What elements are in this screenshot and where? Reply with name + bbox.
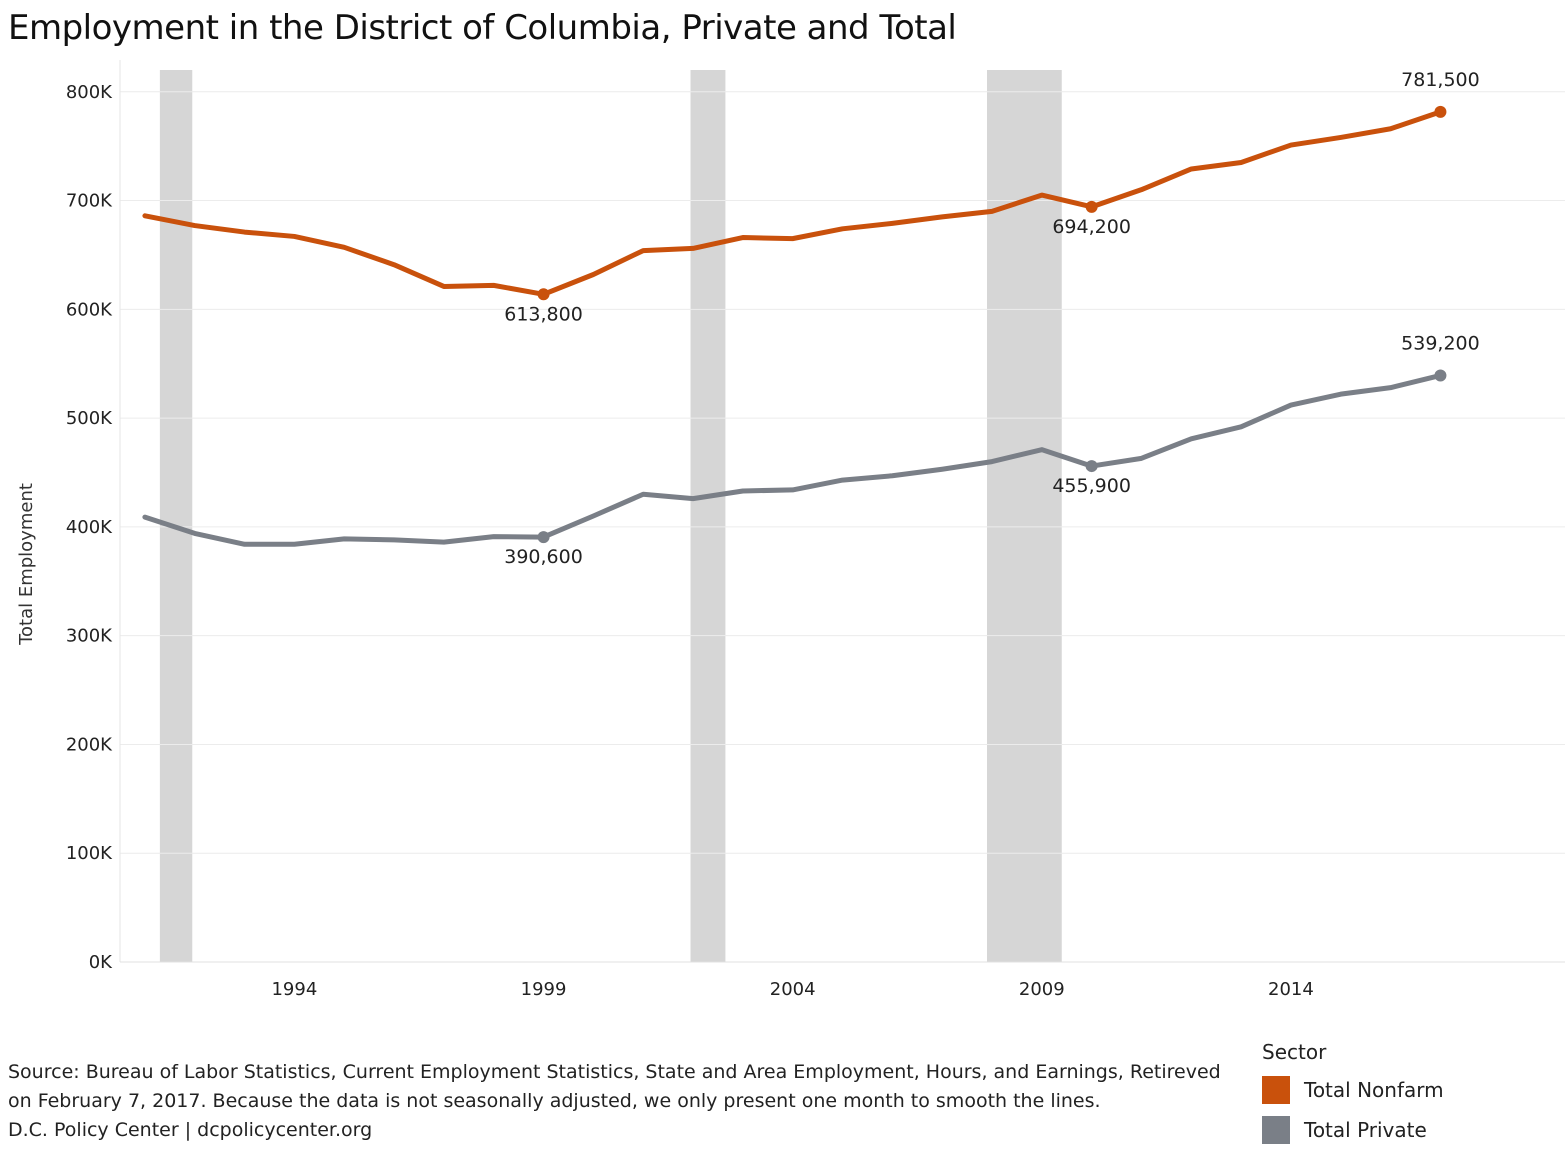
legend-swatch-total-private (1262, 1116, 1290, 1144)
data-label: 390,600 (504, 546, 583, 568)
data-point (537, 531, 550, 544)
source-line-2: on February 7, 2017. Because the data is… (8, 1090, 1101, 1112)
y-tick-label: 0K (89, 952, 113, 973)
data-point (1085, 200, 1098, 213)
y-tick-label: 800K (66, 82, 113, 103)
legend-title: Sector (1262, 1040, 1327, 1064)
series-line-total-private (142, 372, 1443, 547)
y-tick-label: 500K (66, 408, 113, 429)
y-tick-label: 400K (66, 517, 113, 538)
legend: Sector Total Nonfarm Total Private (1262, 1040, 1444, 1150)
y-tick-label: 300K (66, 626, 113, 647)
chart-title: Employment in the District of Columbia, … (8, 8, 957, 48)
x-tick-label: 2004 (770, 979, 816, 1000)
x-tick-label: 2014 (1268, 979, 1314, 1000)
source-line-1: Source: Bureau of Labor Statistics, Curr… (8, 1061, 1221, 1083)
data-point (1085, 460, 1098, 473)
source-line-3: D.C. Policy Center | dcpolicycenter.org (8, 1119, 373, 1141)
data-point (537, 288, 550, 301)
line-chart: 0K 100K 200K 300K 400K 500K 600K 700K 800K 1994 19… (16, 60, 1565, 1000)
x-tick-label: 1999 (521, 979, 567, 1000)
x-tick-label: 1994 (271, 979, 317, 1000)
legend-item-total-nonfarm[interactable]: Total Nonfarm (1262, 1070, 1444, 1110)
data-label: 539,200 (1401, 332, 1480, 354)
legend-item-total-private[interactable]: Total Private (1262, 1110, 1444, 1150)
series-line-total-nonfarm (142, 109, 1443, 297)
data-point (1434, 105, 1447, 118)
x-tick-label: 2009 (1019, 979, 1065, 1000)
data-label: 613,800 (504, 303, 583, 325)
recession-band (159, 70, 193, 962)
data-label: 694,200 (1052, 216, 1131, 238)
y-tick-label: 200K (66, 734, 113, 755)
y-tick-label: 100K (66, 843, 113, 864)
recession-band (987, 70, 1062, 962)
y-axis-title: Total Employment (16, 483, 37, 646)
y-tick-label: 600K (66, 299, 113, 320)
legend-swatch-total-nonfarm (1262, 1076, 1290, 1104)
data-label: 455,900 (1052, 475, 1131, 497)
legend-label-total-private: Total Private (1304, 1118, 1427, 1142)
source-note: Source: Bureau of Labor Statistics, Curr… (8, 1058, 1238, 1145)
legend-label-total-nonfarm: Total Nonfarm (1304, 1078, 1444, 1102)
data-label: 781,500 (1401, 69, 1480, 91)
recession-band (690, 70, 726, 962)
y-tick-label: 700K (66, 191, 113, 212)
data-point (1434, 369, 1447, 382)
